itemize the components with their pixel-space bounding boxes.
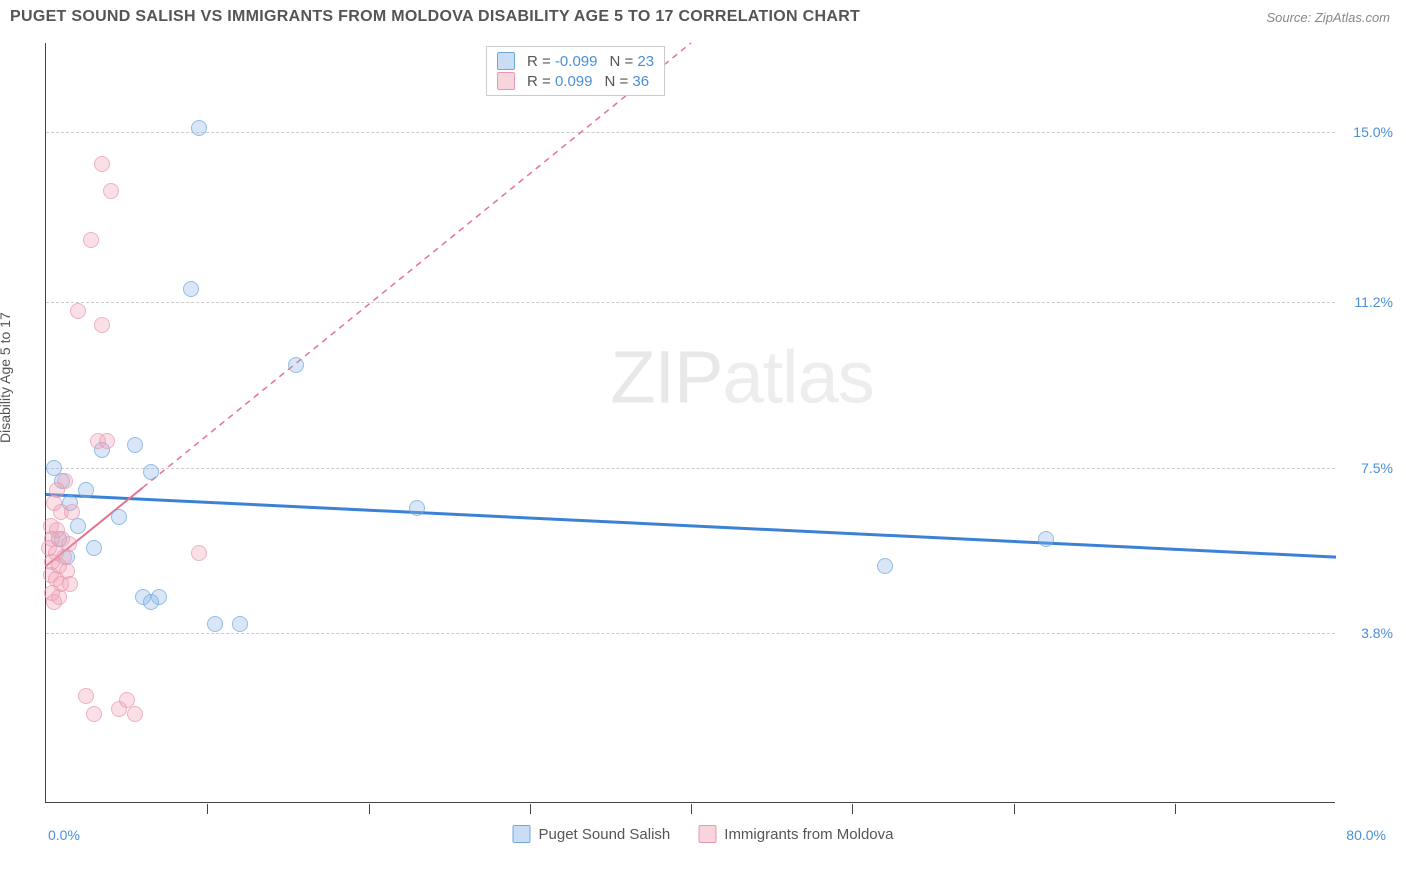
y-tick-label: 7.5%: [1343, 460, 1393, 476]
series-legend-item: Immigrants from Moldova: [698, 825, 893, 843]
r-label: R = 0.099: [527, 73, 592, 90]
data-point: [191, 120, 207, 136]
chart-container: Disability Age 5 to 17 ZIPatlas R = -0.0…: [10, 38, 1396, 848]
y-tick-label: 15.0%: [1343, 124, 1393, 140]
x-axis-min-label: 0.0%: [48, 827, 80, 843]
grid-line: [46, 633, 1335, 634]
data-point: [409, 500, 425, 516]
data-point: [232, 616, 248, 632]
data-point: [78, 688, 94, 704]
correlation-legend-row: R = 0.099 N = 36: [497, 71, 654, 91]
x-axis-max-label: 80.0%: [1346, 827, 1386, 843]
data-point: [207, 616, 223, 632]
data-point: [83, 232, 99, 248]
data-point: [103, 183, 119, 199]
x-tick: [852, 804, 853, 814]
correlation-legend: R = -0.099 N = 23 R = 0.099 N = 36: [486, 46, 665, 96]
data-point: [99, 433, 115, 449]
legend-swatch: [497, 72, 515, 90]
x-tick: [1175, 804, 1176, 814]
data-point: [1038, 531, 1054, 547]
trendline-extrapolation: [143, 43, 691, 488]
correlation-legend-row: R = -0.099 N = 23: [497, 51, 654, 71]
data-point: [78, 482, 94, 498]
series-legend-label: Immigrants from Moldova: [724, 826, 893, 843]
data-point: [183, 281, 199, 297]
trendline: [46, 495, 1336, 558]
data-point: [127, 706, 143, 722]
y-tick-label: 3.8%: [1343, 625, 1393, 641]
grid-line: [46, 468, 1335, 469]
x-tick: [530, 804, 531, 814]
data-point: [143, 594, 159, 610]
chart-title: PUGET SOUND SALISH VS IMMIGRANTS FROM MO…: [10, 8, 860, 26]
data-point: [288, 357, 304, 373]
data-point: [86, 706, 102, 722]
x-tick: [207, 804, 208, 814]
series-legend-label: Puget Sound Salish: [539, 826, 671, 843]
data-point: [64, 504, 80, 520]
data-point: [86, 540, 102, 556]
x-tick: [1014, 804, 1015, 814]
legend-swatch: [698, 825, 716, 843]
y-tick-label: 11.2%: [1343, 294, 1393, 310]
n-label: N = 23: [609, 53, 654, 70]
grid-line: [46, 302, 1335, 303]
x-tick: [691, 804, 692, 814]
trendlines-layer: [46, 43, 1336, 803]
data-point: [62, 576, 78, 592]
data-point: [70, 303, 86, 319]
source-label: Source: ZipAtlas.com: [1266, 10, 1390, 25]
legend-swatch: [497, 52, 515, 70]
y-axis-label: Disability Age 5 to 17: [0, 312, 13, 443]
data-point: [143, 464, 159, 480]
series-legend-item: Puget Sound Salish: [513, 825, 671, 843]
data-point: [877, 558, 893, 574]
legend-swatch: [513, 825, 531, 843]
data-point: [119, 692, 135, 708]
data-point: [111, 509, 127, 525]
grid-line: [46, 132, 1335, 133]
x-tick: [369, 804, 370, 814]
data-point: [94, 317, 110, 333]
data-point: [94, 156, 110, 172]
data-point: [191, 545, 207, 561]
data-point: [46, 594, 62, 610]
n-label: N = 36: [604, 73, 649, 90]
series-legend: Puget Sound Salish Immigrants from Moldov…: [513, 825, 894, 843]
data-point: [127, 437, 143, 453]
plot-area: ZIPatlas R = -0.099N = 23R = 0.099N = 36…: [45, 43, 1335, 803]
r-label: R = -0.099: [527, 53, 597, 70]
